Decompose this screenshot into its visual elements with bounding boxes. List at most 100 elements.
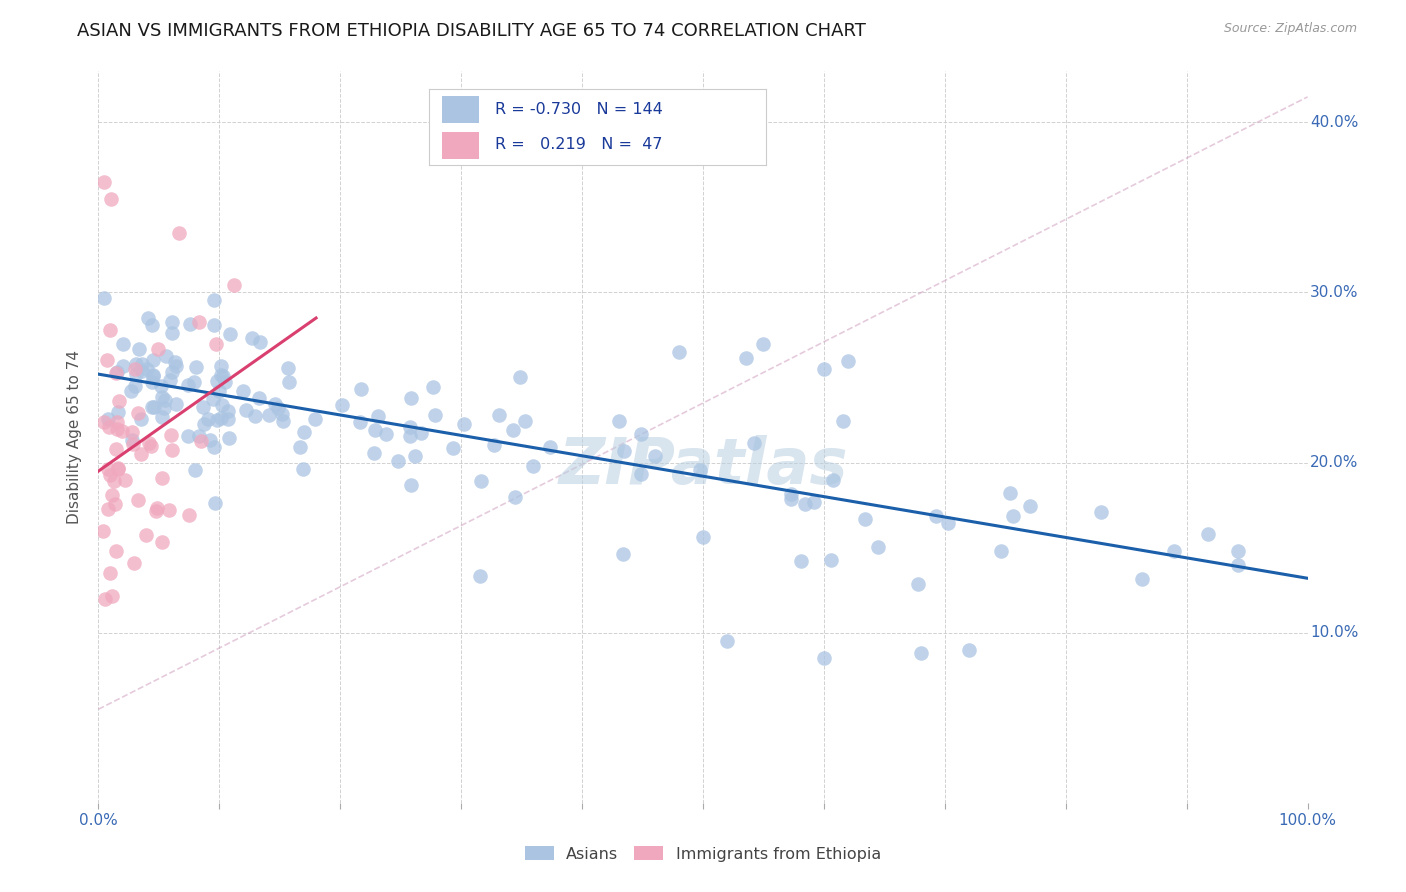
Point (1090, 505, 1112, 519)
Point (209, 368, 232, 382)
Point (124, 379, 146, 393)
Point (208, 384, 231, 399)
Point (160, 428, 183, 442)
Point (201, 392, 224, 406)
Point (193, 417, 215, 431)
Point (152, 471, 174, 485)
Point (813, 362, 835, 376)
Text: ASIAN VS IMMIGRANTS FROM ETHIOPIA DISABILITY AGE 65 TO 74 CORRELATION CHART: ASIAN VS IMMIGRANTS FROM ETHIOPIA DISABI… (77, 22, 866, 40)
Point (399, 391, 422, 405)
Point (169, 226, 191, 240)
Point (105, 422, 128, 436)
Point (184, 463, 207, 477)
Point (129, 412, 152, 426)
Point (104, 442, 127, 456)
Point (127, 406, 149, 420)
Point (202, 318, 225, 333)
Point (399, 428, 422, 442)
Point (1130, 572, 1153, 586)
Point (191, 400, 214, 414)
Point (247, 391, 270, 405)
Point (120, 384, 142, 398)
Text: Source: ZipAtlas.com: Source: ZipAtlas.com (1223, 22, 1357, 36)
Point (910, 646, 932, 660)
Point (235, 402, 257, 417)
Point (145, 501, 167, 516)
Point (820, 553, 842, 567)
Point (211, 398, 233, 412)
Point (122, 556, 145, 570)
Point (124, 362, 146, 376)
Point (205, 337, 228, 351)
Point (803, 495, 825, 509)
Text: R = -0.730   N = 144: R = -0.730 N = 144 (495, 103, 662, 117)
Point (141, 400, 163, 414)
Point (692, 529, 714, 543)
Point (177, 429, 200, 443)
Point (387, 454, 409, 468)
Text: 30.0%: 30.0% (1310, 285, 1358, 300)
Point (142, 352, 165, 367)
Point (125, 368, 148, 382)
Point (104, 366, 127, 380)
Point (141, 376, 163, 390)
Point (375, 427, 398, 442)
Point (114, 473, 136, 487)
Point (179, 317, 201, 331)
Point (468, 569, 491, 583)
Point (273, 414, 295, 428)
Point (131, 357, 153, 371)
Text: 10.0%: 10.0% (1310, 625, 1358, 640)
Point (205, 412, 228, 426)
Point (121, 425, 143, 440)
Point (107, 461, 129, 475)
Point (1227, 558, 1250, 573)
Point (425, 409, 447, 423)
Point (716, 634, 738, 648)
Point (453, 417, 475, 431)
Point (93, 175, 115, 189)
Point (162, 315, 184, 329)
Point (470, 474, 492, 488)
Point (202, 293, 225, 307)
Point (505, 490, 527, 504)
Point (292, 425, 315, 440)
Point (441, 441, 464, 455)
Y-axis label: Disability Age 65 to 74: Disability Age 65 to 74 (67, 350, 83, 524)
Point (187, 428, 209, 442)
Point (131, 364, 153, 378)
Point (277, 375, 299, 389)
Point (139, 439, 162, 453)
Point (98, 566, 121, 580)
Point (538, 441, 561, 455)
Point (135, 361, 157, 376)
Point (183, 375, 205, 389)
Point (108, 393, 131, 408)
Point (105, 415, 128, 429)
Point (96, 353, 118, 368)
Point (630, 426, 652, 441)
Point (242, 330, 264, 344)
Point (263, 397, 285, 411)
Point (129, 446, 152, 460)
Point (100, 192, 122, 206)
Point (217, 412, 239, 426)
Point (668, 345, 690, 359)
Point (142, 368, 165, 382)
Point (146, 342, 169, 356)
Point (135, 528, 157, 542)
Point (350, 382, 373, 396)
Point (125, 357, 148, 371)
Point (159, 373, 181, 387)
Point (198, 433, 221, 447)
Point (752, 336, 775, 351)
Point (404, 449, 426, 463)
Point (163, 355, 186, 369)
Point (689, 463, 711, 477)
Bar (443, 96, 479, 123)
Point (177, 508, 200, 523)
Point (98, 323, 121, 337)
Point (155, 349, 177, 363)
Point (101, 487, 124, 501)
Point (97, 462, 120, 476)
